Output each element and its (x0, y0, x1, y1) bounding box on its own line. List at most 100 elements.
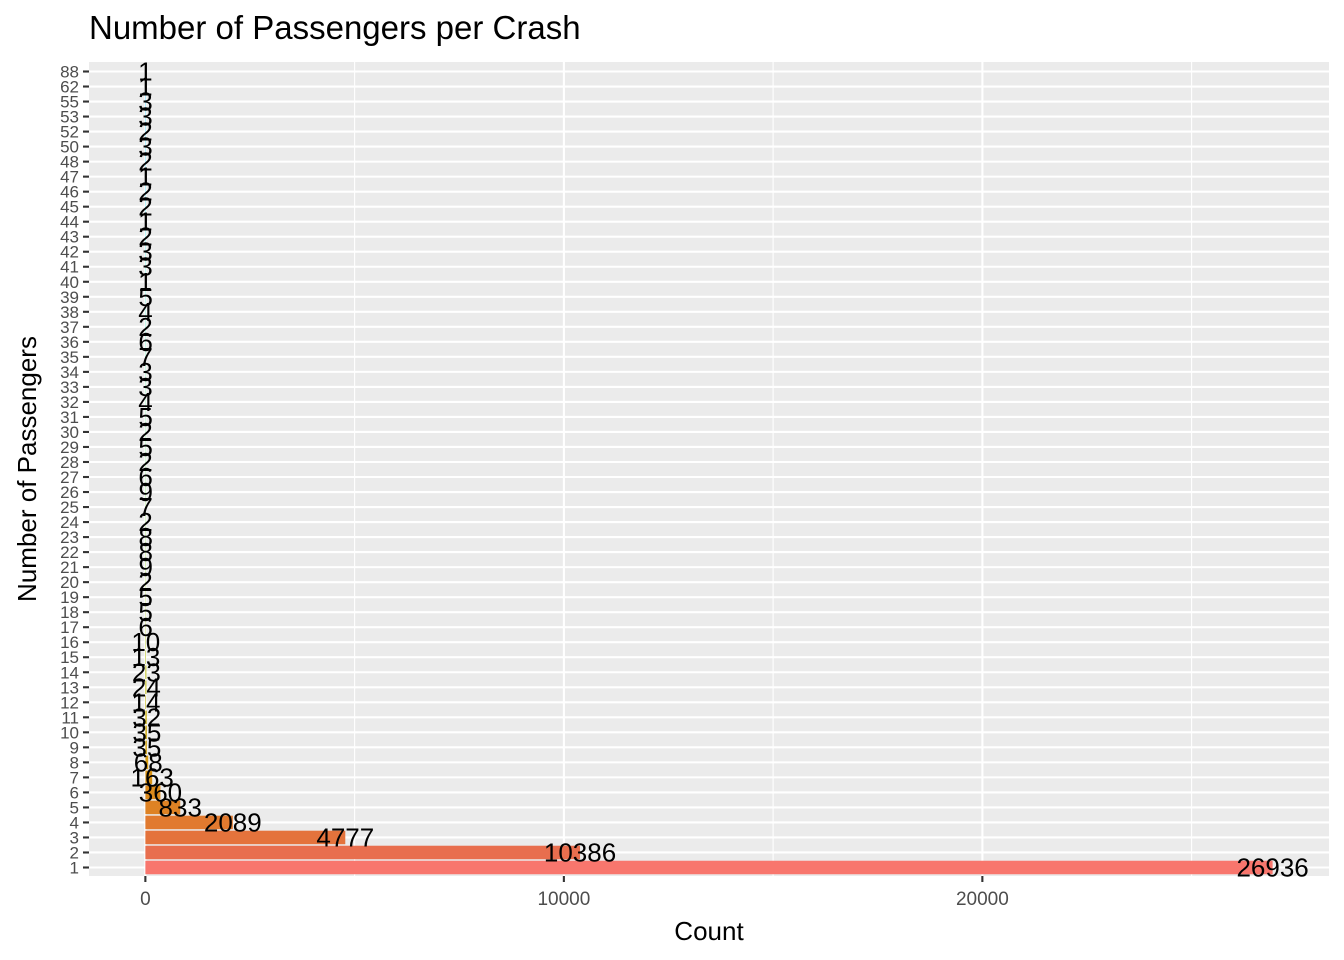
data-label-4: 2089 (204, 807, 262, 837)
data-label-55: 3 (138, 87, 152, 117)
y-tick-label: 9 (70, 738, 79, 757)
data-label-52: 2 (138, 117, 152, 147)
bar-15 (145, 650, 146, 664)
x-axis: 0 10000 20000 (140, 876, 1009, 910)
data-label-9: 35 (132, 732, 161, 762)
data-label-10: 35 (132, 717, 161, 747)
data-label-42: 3 (138, 237, 152, 267)
data-label-23: 8 (138, 522, 152, 552)
y-tick-label: 34 (60, 363, 79, 382)
bar-7 (145, 770, 153, 785)
data-label-45: 2 (138, 192, 152, 222)
plot-panel (89, 62, 1329, 876)
bar-10 (145, 725, 147, 740)
y-tick-label: 28 (60, 453, 79, 472)
y-tick-label: 17 (60, 618, 79, 637)
y-tick-label: 45 (60, 198, 79, 217)
data-label-12: 14 (131, 687, 160, 717)
data-label-13: 24 (132, 672, 161, 702)
y-tick-label: 26 (60, 483, 79, 502)
data-label-5: 833 (159, 792, 202, 822)
y-tick-label: 88 (60, 63, 79, 82)
y-tick-label: 55 (60, 93, 79, 112)
bar-9 (145, 740, 147, 755)
data-label-17: 6 (138, 612, 152, 642)
y-tick-label: 20 (60, 573, 79, 592)
bar-3 (145, 830, 346, 845)
chart-title: Number of Passengers per Crash (89, 9, 581, 46)
data-label-2: 10386 (544, 837, 616, 867)
y-axis: 1234567891011121314151617181920212223242… (60, 63, 89, 878)
data-label-26: 9 (139, 477, 153, 507)
data-label-15: 13 (131, 642, 160, 672)
data-label-35: 7 (138, 342, 152, 372)
x-tick-label: 10000 (537, 889, 590, 910)
y-tick-label: 30 (60, 423, 79, 442)
bar-1 (145, 860, 1273, 875)
y-tick-label: 31 (60, 408, 79, 427)
data-label-43: 2 (138, 222, 152, 252)
data-label-88: 1 (138, 57, 152, 87)
data-label-28: 2 (138, 447, 152, 477)
y-tick-label: 41 (60, 258, 79, 277)
data-label-7: 163 (130, 762, 173, 792)
data-label-53: 3 (138, 102, 152, 132)
data-label-27: 6 (138, 462, 152, 492)
data-label-11: 32 (132, 702, 161, 732)
y-tick-label: 40 (60, 273, 79, 292)
y-tick-label: 15 (60, 648, 79, 667)
y-tick-label: 48 (60, 153, 79, 172)
data-label-29: 5 (138, 432, 152, 462)
y-tick-label: 22 (60, 543, 79, 562)
data-label-46: 2 (138, 177, 152, 207)
data-label-50: 3 (138, 132, 152, 162)
y-tick-label: 3 (70, 828, 79, 847)
data-label-14: 23 (132, 657, 161, 687)
data-label-41: 3 (138, 252, 152, 282)
bar-8 (145, 755, 149, 770)
y-tick-label: 52 (60, 123, 79, 142)
data-label-31: 5 (138, 402, 152, 432)
data-label-47: 1 (138, 162, 152, 192)
y-tick-label: 43 (60, 228, 79, 247)
x-tick-label: 20000 (956, 889, 1009, 910)
y-tick-label: 18 (60, 603, 79, 622)
bar-12 (145, 695, 146, 710)
y-tick-label: 37 (60, 318, 79, 337)
data-label-37: 2 (138, 312, 152, 342)
grid-lines (89, 62, 1329, 876)
x-tick-label: 0 (140, 889, 151, 910)
y-tick-label: 8 (70, 753, 79, 772)
y-tick-label: 33 (60, 378, 79, 397)
y-tick-label: 14 (60, 663, 79, 682)
y-tick-label: 19 (60, 588, 79, 607)
data-label-24: 2 (138, 507, 152, 537)
data-label-22: 8 (138, 537, 152, 567)
y-tick-label: 39 (60, 288, 79, 307)
y-tick-label: 53 (60, 108, 79, 127)
y-axis-label: Number of Passengers (12, 336, 42, 602)
y-tick-label: 16 (60, 633, 79, 652)
y-tick-label: 46 (60, 183, 79, 202)
data-label-20: 2 (138, 567, 152, 597)
bar-13 (145, 680, 147, 695)
y-tick-label: 25 (60, 498, 79, 517)
data-label-21: 9 (139, 552, 153, 582)
x-axis-label: Count (674, 916, 744, 946)
data-label-3: 4777 (316, 822, 374, 852)
y-tick-label: 36 (60, 333, 79, 352)
y-tick-label: 23 (60, 528, 79, 547)
bar-14 (145, 665, 147, 680)
y-tick-label: 13 (60, 678, 79, 697)
bar-6 (145, 785, 161, 800)
data-label-19: 5 (138, 582, 152, 612)
y-tick-label: 62 (60, 78, 79, 97)
bar-11 (145, 710, 147, 725)
data-label-34: 3 (138, 357, 152, 387)
data-label-39: 5 (138, 282, 152, 312)
bar-2 (145, 845, 581, 860)
y-tick-label: 12 (60, 693, 79, 712)
data-label-8: 68 (134, 747, 163, 777)
data-label-1: 26936 (1236, 853, 1308, 883)
